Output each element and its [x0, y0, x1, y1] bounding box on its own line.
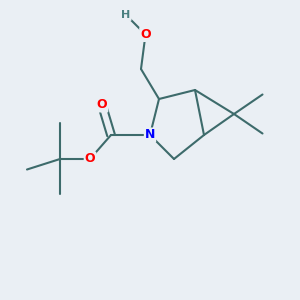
- Text: N: N: [145, 128, 155, 142]
- Text: O: O: [85, 152, 95, 166]
- Text: H: H: [122, 10, 130, 20]
- Text: O: O: [140, 28, 151, 41]
- Text: O: O: [97, 98, 107, 112]
